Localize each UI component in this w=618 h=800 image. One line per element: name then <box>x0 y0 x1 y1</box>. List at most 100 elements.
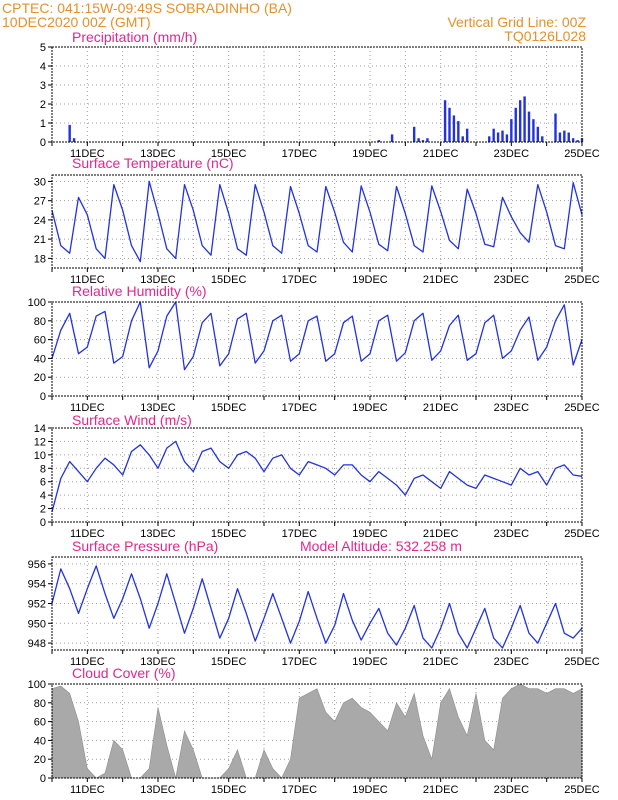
y-tick-label: 12 <box>34 436 46 448</box>
x-tick-label: 15DEC <box>211 528 247 540</box>
y-tick-label: 80 <box>34 698 46 710</box>
x-tick-label: 19DEC <box>352 784 388 796</box>
x-tick-label: 19DEC <box>352 402 388 414</box>
precip-bar <box>465 128 469 142</box>
precip-bar <box>417 138 420 142</box>
y-tick-label: 0 <box>40 391 46 403</box>
x-tick-label: 13DEC <box>140 402 176 414</box>
plot-frame <box>51 46 583 143</box>
station-header: CPTEC: 041:15W-09:49S SOBRADINHO (BA) <box>2 0 292 16</box>
precip-bar <box>501 130 504 142</box>
x-tick-label: 13DEC <box>140 656 176 668</box>
x-tick-label: 21DEC <box>423 402 459 414</box>
x-tick-label: 19DEC <box>352 148 388 160</box>
x-tick-label: 11DEC <box>70 528 105 540</box>
model-code: TQ0126L028 <box>504 28 586 44</box>
cloud-cover-area <box>51 683 583 779</box>
x-tick-label: 11DEC <box>70 656 105 668</box>
y-tick-label: 21 <box>34 234 46 246</box>
precip-bar <box>541 136 544 142</box>
panel-title: Surface Pressure (hPa) <box>72 538 218 554</box>
y-tick-label: 30 <box>34 176 46 188</box>
series-line <box>51 180 583 263</box>
y-tick-label: 2 <box>40 504 46 516</box>
y-tick-label: 8 <box>40 463 46 475</box>
y-tick-label: 18 <box>34 253 46 265</box>
x-tick-label: 25DEC <box>564 528 600 540</box>
precip-bar <box>532 119 535 142</box>
x-tick-label: 21DEC <box>423 148 459 160</box>
precip-bar <box>510 119 513 142</box>
x-tick-label: 25DEC <box>564 784 600 796</box>
y-tick-label: 3 <box>40 80 46 92</box>
precip-bar <box>452 115 456 142</box>
y-tick-label: 4 <box>40 61 46 73</box>
x-tick-label: 19DEC <box>352 274 388 286</box>
y-tick-label: 4 <box>40 490 46 502</box>
precip-bar <box>523 96 526 142</box>
y-tick-label: 6 <box>40 477 46 489</box>
precip-bar <box>518 100 522 142</box>
precip-bar <box>426 138 429 142</box>
y-tick-label: 40 <box>34 735 46 747</box>
x-tick-label: 25DEC <box>564 148 600 160</box>
y-tick-label: 100 <box>28 679 46 691</box>
y-tick-label: 20 <box>34 754 46 766</box>
y-tick-label: 956 <box>28 559 46 571</box>
run-datetime: 10DEC2020 00Z (GMT) <box>2 14 151 30</box>
precip-bar <box>558 132 562 142</box>
x-tick-label: 17DEC <box>282 784 318 796</box>
precip-bar <box>505 134 509 142</box>
y-tick-label: 5 <box>40 42 46 54</box>
plot-frame <box>51 301 583 397</box>
x-tick-label: 17DEC <box>282 656 318 668</box>
x-tick-label: 13DEC <box>140 784 176 796</box>
precip-bar <box>492 128 495 142</box>
precip-bar <box>68 124 71 142</box>
y-tick-label: 952 <box>28 599 46 611</box>
x-tick-label: 17DEC <box>282 402 318 414</box>
precip-bar <box>421 140 425 142</box>
x-tick-label: 25DEC <box>564 402 600 414</box>
y-tick-label: 80 <box>34 316 46 328</box>
precip-bar <box>536 126 540 142</box>
panel-title: Precipitation (mm/h) <box>72 29 197 45</box>
precip-bar <box>567 132 570 142</box>
x-tick-label: 11DEC <box>70 402 105 414</box>
x-tick-label: 15DEC <box>211 148 247 160</box>
precip-bar <box>412 126 416 142</box>
plot-frame <box>51 427 583 523</box>
precip-bar <box>377 140 381 142</box>
y-tick-label: 27 <box>34 196 46 208</box>
x-tick-label: 23DEC <box>494 274 530 286</box>
x-tick-label: 11DEC <box>70 148 105 160</box>
y-tick-label: 948 <box>28 638 46 650</box>
x-tick-label: 21DEC <box>423 274 459 286</box>
y-tick-label: 10 <box>34 450 46 462</box>
precip-bar <box>488 136 491 142</box>
panel-title: Cloud Cover (%) <box>72 665 175 681</box>
plot-frame <box>51 556 583 651</box>
y-tick-label: 40 <box>34 353 46 365</box>
x-tick-label: 19DEC <box>352 528 388 540</box>
x-tick-label: 13DEC <box>140 274 176 286</box>
panel-title: Relative Humidity (%) <box>72 283 207 299</box>
precip-bar <box>72 138 76 142</box>
x-tick-label: 17DEC <box>282 528 318 540</box>
x-tick-label: 25DEC <box>564 656 600 668</box>
y-tick-label: 14 <box>34 423 46 435</box>
panel-title: Surface Wind (m/s) <box>72 412 192 428</box>
y-tick-label: 60 <box>34 717 46 729</box>
precip-bar <box>514 107 517 142</box>
y-tick-label: 0 <box>40 137 46 149</box>
x-tick-label: 23DEC <box>494 784 530 796</box>
y-tick-label: 950 <box>28 618 46 630</box>
x-tick-label: 11DEC <box>70 784 105 796</box>
precip-bar <box>457 121 460 142</box>
precip-bar <box>527 111 531 142</box>
precip-bar <box>576 140 579 142</box>
precip-bar <box>580 138 584 142</box>
panel-annotation: Model Altitude: 532.258 m <box>300 538 462 554</box>
x-tick-label: 15DEC <box>211 274 247 286</box>
